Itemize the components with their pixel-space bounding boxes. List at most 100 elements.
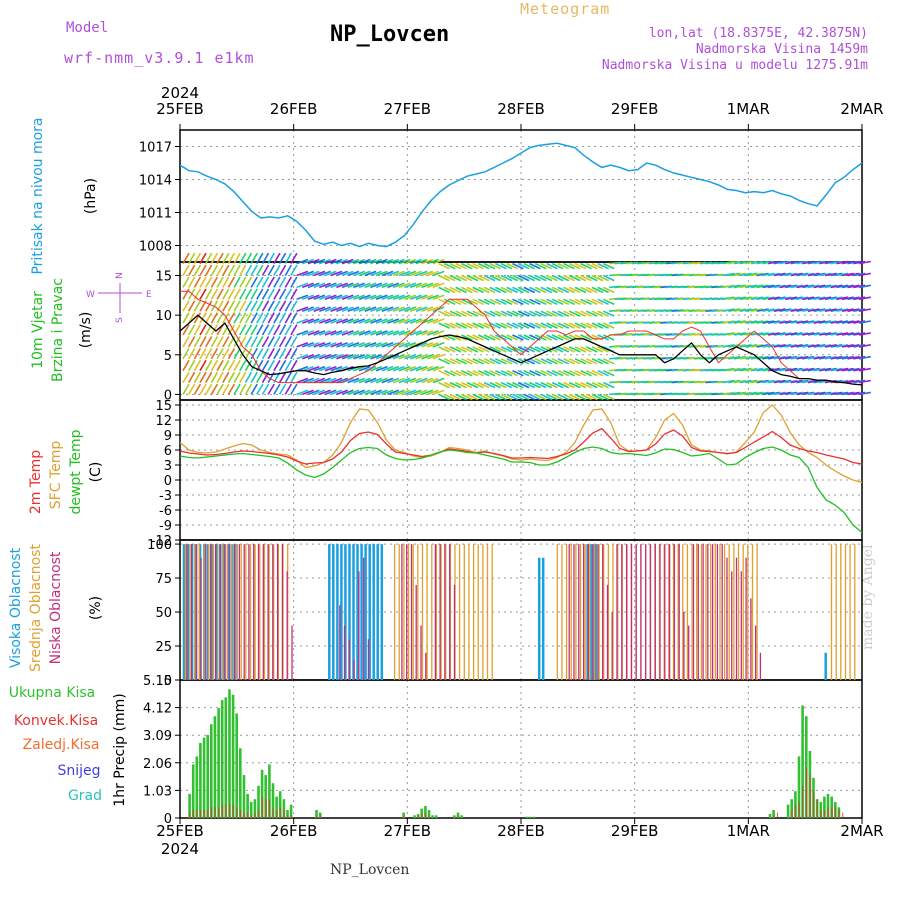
wind-barb: [722, 355, 735, 360]
wind-barb: [756, 308, 769, 312]
wind-barb: [750, 379, 764, 384]
wind-barb: [398, 353, 411, 360]
wind-barb: [227, 312, 236, 324]
wind-barb: [233, 336, 241, 348]
wind-barb: [472, 369, 484, 377]
wind-barb: [296, 377, 309, 384]
wind-barb: [580, 358, 592, 365]
wind-barb: [836, 367, 849, 372]
wind-barb: [353, 377, 365, 384]
wind-barb: [830, 367, 843, 372]
wind-barb: [324, 330, 337, 336]
wind-barb: [290, 348, 298, 360]
wind-barb: [779, 344, 792, 348]
y-tick-label: 1008: [139, 240, 172, 255]
wind-barb: [358, 306, 371, 312]
wind-barb: [796, 260, 809, 265]
wind-barb: [199, 336, 207, 348]
wind-barb: [483, 369, 496, 377]
wind-barb: [739, 332, 752, 336]
wind-barb: [302, 353, 314, 360]
wind-barb: [284, 336, 292, 348]
wind-barb: [330, 318, 343, 324]
wind-barb: [353, 318, 365, 324]
precip-conv-bar: [189, 812, 191, 818]
wind-barb: [313, 330, 326, 336]
wind-barb: [256, 276, 264, 288]
wind-barb: [722, 296, 735, 301]
wind-barb: [585, 286, 598, 294]
wind-barb: [330, 294, 343, 301]
wind-barb: [284, 300, 292, 312]
wind-barb: [193, 371, 202, 383]
wind-barb: [296, 294, 309, 301]
precip-total-bar: [413, 815, 416, 818]
wind-barb: [830, 308, 843, 312]
wind-barb: [216, 288, 224, 300]
wind-barb: [455, 358, 467, 365]
wind-barb: [512, 298, 524, 306]
wind-barb: [523, 310, 536, 317]
wind-barb: [785, 272, 798, 277]
y-tick-label: 4.12: [143, 702, 172, 717]
wind-barb: [182, 252, 190, 264]
wind-barb: [779, 367, 792, 372]
wind-barb: [739, 367, 752, 372]
wind-barb: [853, 379, 866, 384]
wind-barb: [455, 381, 467, 389]
wind-barb: [722, 367, 735, 372]
wind-barb: [381, 377, 394, 384]
wind-barb: [796, 355, 809, 360]
wind-barb: [733, 367, 746, 372]
wind-barb: [421, 270, 434, 277]
wind-barb: [330, 377, 343, 384]
wind-barb: [375, 318, 388, 324]
y-tick-label: 15: [155, 269, 172, 284]
wind-barb: [375, 258, 388, 265]
precip-conv-bar: [802, 785, 804, 818]
wind-barb: [205, 348, 213, 360]
wind-barb: [319, 258, 331, 265]
wind-barb: [529, 286, 541, 294]
wind-barb: [819, 367, 832, 372]
wind-barb: [540, 358, 553, 365]
wind-barb: [284, 359, 292, 372]
wind-barb: [261, 300, 270, 312]
wind-barb: [267, 276, 275, 288]
wind-barb: [244, 371, 253, 383]
wind-barb: [796, 379, 809, 384]
wind-barb: [341, 318, 354, 324]
wind-barb: [222, 264, 230, 276]
wind-barb: [182, 324, 190, 336]
wind-barb: [500, 358, 513, 365]
wind-barb: [574, 346, 587, 353]
sfc-temp-line: [179, 404, 863, 484]
compass-n: N: [115, 272, 125, 279]
wind-barb: [364, 306, 377, 312]
wind-barb: [750, 391, 764, 396]
model-value: wrf-nmm_v3.9.1 e1km: [64, 49, 255, 67]
wind-barb: [222, 300, 230, 312]
wind-barb: [568, 393, 581, 401]
wind-barb: [557, 274, 570, 282]
wind-barb: [455, 298, 467, 306]
wind-barb: [750, 272, 764, 277]
wind-barb: [790, 320, 803, 324]
wind-barb: [745, 272, 758, 277]
wind-barb: [302, 318, 314, 324]
precip-total-bar: [217, 708, 220, 818]
precip-conv-bar: [791, 810, 793, 818]
wind-barb: [585, 381, 598, 389]
wind-barb: [790, 332, 803, 336]
wind-barb: [779, 284, 792, 289]
wind-barb: [802, 367, 815, 372]
wind-barb: [796, 344, 809, 348]
year-label-top: 2024: [161, 84, 199, 102]
wind-barb: [381, 318, 394, 324]
precip-conv-bar: [773, 815, 775, 818]
wind-barb: [443, 369, 456, 377]
wind-barb: [603, 322, 615, 329]
wind-barb: [392, 389, 405, 396]
wind-barb: [836, 296, 849, 301]
wind-barb: [785, 284, 798, 289]
